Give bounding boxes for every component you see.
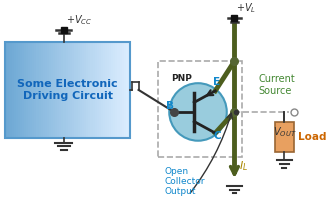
Bar [103,42,105,138]
Bar [38,42,41,138]
Bar [34,42,36,138]
Bar [51,42,53,138]
Bar [78,42,80,138]
Bar [26,42,28,138]
Bar [99,42,101,138]
Bar [124,42,126,138]
Bar [72,42,74,138]
Bar [80,42,82,138]
Bar [12,42,14,138]
Bar [16,42,18,138]
Bar [57,42,59,138]
Text: C: C [213,131,221,141]
Circle shape [169,83,227,141]
Bar [28,42,30,138]
Bar [24,42,26,138]
Bar [5,42,130,138]
Bar [14,42,16,138]
Bar [101,42,103,138]
Bar [118,42,119,138]
Bar [36,42,38,138]
Bar [53,42,55,138]
Bar [7,42,10,138]
Text: Current
Source: Current Source [259,74,295,96]
Bar [126,42,128,138]
Bar [111,42,113,138]
Bar [45,42,47,138]
Bar [70,42,72,138]
Bar [59,42,61,138]
Bar [68,42,70,138]
Text: Open
Collector
Output: Open Collector Output [165,167,205,196]
Bar [88,42,90,138]
Text: B: B [166,101,174,111]
Bar [64,42,66,138]
Bar [66,42,68,138]
Bar [90,42,93,138]
Bar [55,42,57,138]
Bar [10,42,12,138]
Bar [84,42,86,138]
Text: E: E [213,77,220,87]
Bar [128,42,130,138]
Bar [30,42,32,138]
Text: Load: Load [298,132,326,142]
Text: PNP: PNP [171,74,192,83]
Bar [86,42,88,138]
Bar [41,42,43,138]
Bar [20,42,22,138]
Bar [22,42,24,138]
Text: $I_L$: $I_L$ [239,160,248,173]
Bar [113,42,116,138]
Bar [119,42,121,138]
Text: $V_{OUT}$: $V_{OUT}$ [273,125,296,139]
Bar [76,42,78,138]
Bar [105,42,107,138]
Text: $+V_L$: $+V_L$ [236,1,257,15]
Text: Some Electronic
Driving Circuit: Some Electronic Driving Circuit [17,79,118,101]
Bar [95,42,97,138]
Bar [32,42,34,138]
Bar [5,42,7,138]
Bar [93,42,95,138]
Bar [82,42,84,138]
Bar [121,42,124,138]
Bar [109,42,111,138]
Text: $+V_{CC}$: $+V_{CC}$ [66,13,92,27]
Bar [107,42,109,138]
Bar [74,42,76,138]
Bar [18,42,20,138]
Bar [43,42,45,138]
Bar [61,42,64,138]
Bar [275,122,294,152]
Bar [47,42,49,138]
Bar [97,42,99,138]
Bar [116,42,118,138]
Bar [49,42,51,138]
Bar [158,61,242,157]
